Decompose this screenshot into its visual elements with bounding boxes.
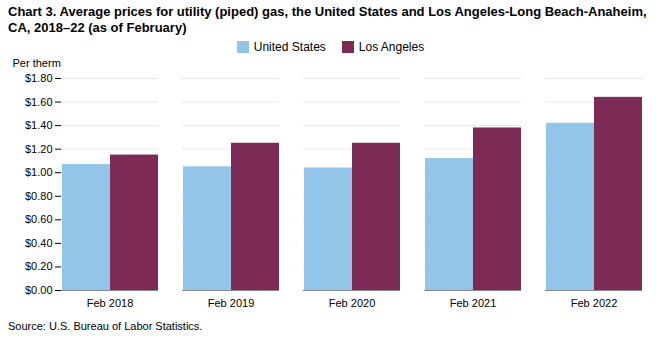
svg-text:$1.60: $1.60 [25,96,53,108]
svg-text:$1.20: $1.20 [25,143,53,155]
svg-text:Per therm: Per therm [13,57,61,69]
html-text:Source: U.S. Bureau of Labor S: Source: U.S. Bureau of Labor Statistics. [8,320,203,332]
svg-text:Feb 2018: Feb 2018 [87,297,133,309]
svg-text:$1.40: $1.40 [25,119,53,131]
svg-text:$0.20: $0.20 [25,260,53,272]
html-text:Chart 3. Average prices for ut: Chart 3. Average prices for utility (pip… [8,4,647,35]
svg-text:$0.40: $0.40 [25,237,53,249]
svg-text:$0.80: $0.80 [25,190,53,202]
svg-text:$1.80: $1.80 [25,72,53,84]
svg-text:$0.00: $0.00 [25,284,53,296]
html-text:Los Angeles: Los Angeles [358,40,425,54]
svg-text:Feb 2022: Feb 2022 [571,297,617,309]
svg-text:$0.60: $0.60 [25,213,53,225]
svg-text:Feb 2020: Feb 2020 [329,297,375,309]
svg-text:Feb 2021: Feb 2021 [450,297,496,309]
svg-text:$1.00: $1.00 [25,166,53,178]
html-text:United States: United States [253,40,326,54]
svg-text:Feb 2019: Feb 2019 [208,297,254,309]
